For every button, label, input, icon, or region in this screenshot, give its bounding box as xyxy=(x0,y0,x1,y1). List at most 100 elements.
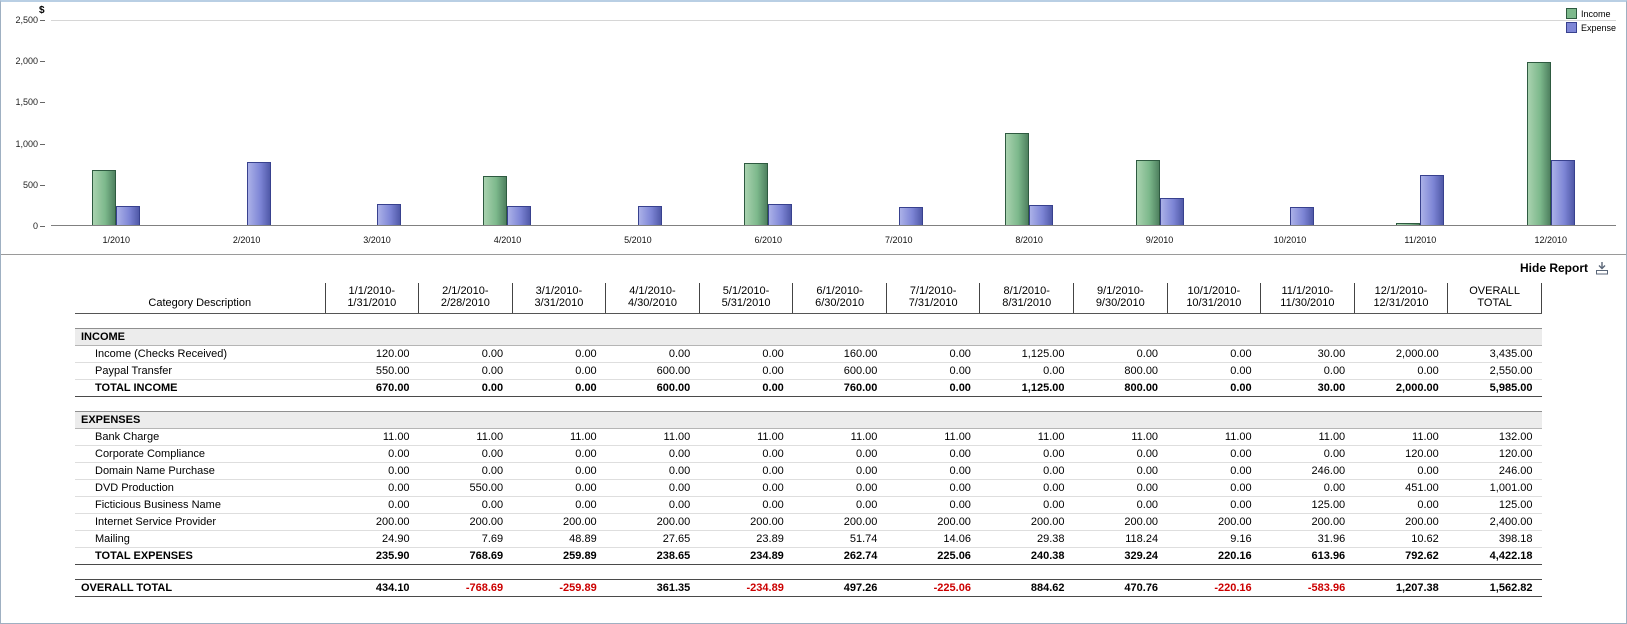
value-cell: 118.24 xyxy=(1073,530,1168,548)
period-start: 1/1/2010- xyxy=(348,285,396,297)
collapse-report-icon[interactable] xyxy=(1594,261,1610,275)
section-header-row: EXPENSES xyxy=(75,411,1542,429)
value-cell: 7.69 xyxy=(418,530,513,548)
value-cell: 2,550.00 xyxy=(1447,362,1542,380)
value-cell: -234.89 xyxy=(699,579,793,597)
value-cell: 0.00 xyxy=(325,479,419,497)
value-cell: 0.00 xyxy=(512,362,606,380)
value-cell: 11.00 xyxy=(512,428,606,446)
table-row: Paypal Transfer 550.00 0.00 0.00 600.00 0.00 6… xyxy=(75,362,1542,380)
period-header: 4/1/2010- 4/30/2010 xyxy=(605,283,700,314)
y-tick-label: 1,500 xyxy=(15,97,45,108)
x-axis-label: 8/2010 xyxy=(1015,235,1043,245)
value-cell: 0.00 xyxy=(1167,445,1261,463)
report-table: Category Description 1/1/2010- 1/31/2010 2/… xyxy=(75,283,1542,597)
period-header: 12/1/2010- 12/31/2010 xyxy=(1353,283,1448,314)
value-cell: 23.89 xyxy=(699,530,793,548)
period-start: 10/1/2010- xyxy=(1187,285,1241,297)
value-cell: 0.00 xyxy=(699,345,793,363)
value-cell: 0.00 xyxy=(1260,362,1355,380)
value-cell: 120.00 xyxy=(1447,445,1542,463)
period-header: 8/1/2010- 8/31/2010 xyxy=(979,283,1074,314)
category-cell: Domain Name Purchase xyxy=(75,462,325,480)
value-cell: 160.00 xyxy=(792,345,887,363)
period-header: 3/1/2010- 3/31/2010 xyxy=(511,283,606,314)
value-cell: 0.00 xyxy=(979,496,1074,514)
value-cell: 234.89 xyxy=(699,547,793,565)
value-cell: 11.00 xyxy=(605,428,700,446)
value-cell: 200.00 xyxy=(886,513,980,531)
period-header: 2/1/2010- 2/28/2010 xyxy=(418,283,513,314)
value-cell: 0.00 xyxy=(699,362,793,380)
period-start: OVERALL xyxy=(1469,285,1520,297)
value-cell: 125.00 xyxy=(1260,496,1355,514)
bar-group: 5/2010 xyxy=(573,21,703,245)
x-axis-label: 3/2010 xyxy=(363,235,391,245)
table-row: Corporate Compliance 0.00 0.00 0.00 0.00 0.00… xyxy=(75,445,1542,463)
value-cell: 0.00 xyxy=(792,445,887,463)
income-bar xyxy=(744,162,769,225)
value-cell: 0.00 xyxy=(886,445,980,463)
expense-bar xyxy=(1029,205,1054,225)
value-cell: 235.90 xyxy=(325,547,419,565)
period-start: 2/1/2010- xyxy=(442,285,489,297)
value-cell: 200.00 xyxy=(512,513,606,531)
value-cell: 792.62 xyxy=(1354,547,1448,565)
period-start: 3/1/2010- xyxy=(535,285,583,297)
value-cell: 434.10 xyxy=(325,579,419,597)
value-cell: 0.00 xyxy=(1073,496,1168,514)
section-total-row: TOTAL EXPENSES 235.90 768.69 259.89 238.65 23… xyxy=(75,547,1542,565)
value-cell: -259.89 xyxy=(512,579,606,597)
period-start: 7/1/2010- xyxy=(909,285,957,297)
expense-bar xyxy=(246,162,271,225)
value-cell: 10.62 xyxy=(1354,530,1448,548)
value-cell: -768.69 xyxy=(418,579,513,597)
value-cell: 884.62 xyxy=(979,579,1074,597)
expense-bar xyxy=(1159,198,1184,225)
value-cell: 2,000.00 xyxy=(1354,345,1448,363)
category-cell: Corporate Compliance xyxy=(75,445,325,463)
category-cell: Internet Service Provider xyxy=(75,513,325,531)
value-cell: 30.00 xyxy=(1260,379,1355,397)
category-cell: Mailing xyxy=(75,530,325,548)
value-cell: 2,000.00 xyxy=(1354,379,1448,397)
category-description-header: Category Description xyxy=(75,283,325,314)
value-cell: 0.00 xyxy=(1167,479,1261,497)
value-cell: 51.74 xyxy=(792,530,887,548)
value-cell: 200.00 xyxy=(605,513,700,531)
bar-group: 4/2010 xyxy=(442,21,572,245)
period-header: 11/1/2010- 11/30/2010 xyxy=(1260,283,1355,314)
period-start: 5/1/2010- xyxy=(722,285,770,297)
x-axis-label: 5/2010 xyxy=(624,235,652,245)
period-header: 1/1/2010- 1/31/2010 xyxy=(324,283,419,314)
value-cell: 768.69 xyxy=(418,547,513,565)
income-expense-chart: $ Income Expense 2,500 2,000 1,500 1,000 500… xyxy=(1,2,1626,254)
value-cell: 0.00 xyxy=(699,462,793,480)
value-cell: 27.65 xyxy=(605,530,700,548)
period-end: 11/30/2010 xyxy=(1280,297,1335,309)
period-header: 10/1/2010- 10/31/2010 xyxy=(1166,283,1261,314)
value-cell: 11.00 xyxy=(1167,428,1261,446)
category-cell: Paypal Transfer xyxy=(75,362,325,380)
value-cell: 11.00 xyxy=(699,428,793,446)
period-end: 9/30/2010 xyxy=(1095,297,1145,309)
value-cell: 240.38 xyxy=(979,547,1074,565)
y-tick-label: 500 xyxy=(22,179,46,190)
y-tick-label: 2,000 xyxy=(15,56,45,67)
value-cell: 0.00 xyxy=(512,345,606,363)
category-cell: Ficticious Business Name xyxy=(75,496,325,514)
section-header-row: INCOME xyxy=(75,328,1542,346)
value-cell: 670.00 xyxy=(325,379,419,397)
table-row: Bank Charge 11.00 11.00 11.00 11.00 11.00 11.0… xyxy=(75,428,1542,446)
value-cell: 800.00 xyxy=(1073,379,1168,397)
value-cell: 11.00 xyxy=(792,428,887,446)
value-cell: 0.00 xyxy=(418,345,513,363)
table-row: DVD Production 0.00 550.00 0.00 0.00 0.00 0.00… xyxy=(75,479,1542,497)
expense-bar xyxy=(637,205,662,225)
bar-group: 11/2010 xyxy=(1355,21,1485,245)
report-controls: Hide Report xyxy=(1,254,1626,281)
chart-legend: Income Expense xyxy=(1565,8,1616,36)
value-cell: -583.96 xyxy=(1260,579,1355,597)
value-cell: 0.00 xyxy=(886,496,980,514)
hide-report-button[interactable]: Hide Report xyxy=(1519,261,1588,275)
